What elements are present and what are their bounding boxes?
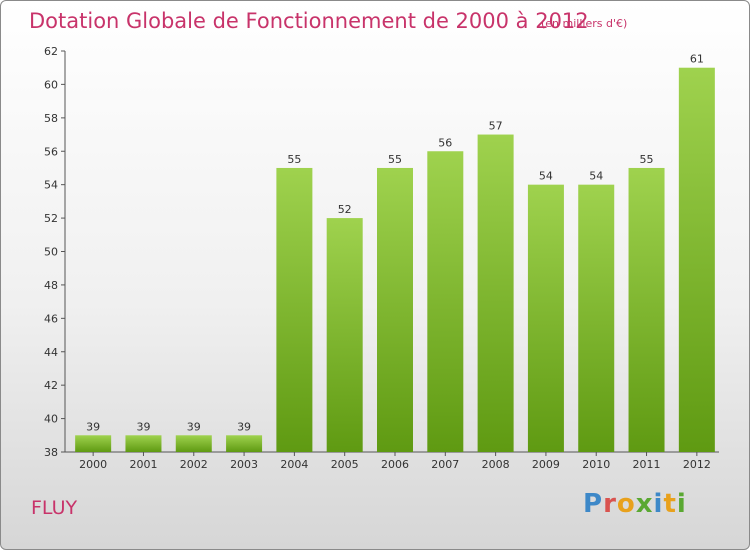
x-tick-label: 2011 <box>633 458 661 471</box>
bar-2007 <box>427 151 464 452</box>
bar-2004 <box>276 167 313 453</box>
bar-value-label: 39 <box>237 420 251 433</box>
logo-letter: r <box>603 489 617 519</box>
x-tick-label: 2001 <box>129 458 157 471</box>
x-tick-label: 2004 <box>280 458 308 471</box>
bar-value-label: 56 <box>438 136 452 149</box>
x-tick-label: 2002 <box>180 458 208 471</box>
bar-2012 <box>678 67 715 452</box>
bars <box>75 67 715 453</box>
logo-letter: x <box>635 489 654 519</box>
chart-title: Dotation Globale de Fonctionnement de 20… <box>29 9 589 33</box>
bar-value-label: 52 <box>338 203 352 216</box>
bar-value-label: 39 <box>86 420 100 433</box>
logo-letter: P <box>583 489 604 519</box>
bar-2009 <box>527 184 564 452</box>
value-labels: 39 39 39 39 55 52 55 56 57 54 54 55 61 <box>86 53 704 434</box>
bar-value-label: 55 <box>287 153 301 166</box>
x-tick-label: 2010 <box>582 458 610 471</box>
y-tick-label: 62 <box>44 45 58 58</box>
y-tick-label: 52 <box>44 212 58 225</box>
y-tick-label: 56 <box>44 145 58 158</box>
y-tick-label: 40 <box>44 413 58 426</box>
x-tick-label: 2000 <box>79 458 107 471</box>
bar-value-label: 57 <box>489 120 503 133</box>
bar-value-label: 54 <box>539 170 553 183</box>
bar-2006 <box>377 167 413 453</box>
bar-2001 <box>125 435 162 452</box>
y-tick-label: 60 <box>44 78 58 91</box>
bar-2000 <box>75 435 112 452</box>
y-tick-label: 44 <box>44 346 58 359</box>
bar-value-label: 55 <box>388 153 402 166</box>
x-tick-label: 2012 <box>683 458 711 471</box>
bar-value-label: 39 <box>187 420 201 433</box>
y-tick-label: 42 <box>44 379 58 392</box>
y-tick-label: 38 <box>44 446 58 459</box>
bar-2003 <box>226 435 263 452</box>
y-tick-label: 58 <box>44 112 58 125</box>
y-tick-label: 50 <box>44 246 58 259</box>
x-tick-label: 2009 <box>532 458 560 471</box>
y-tick-label: 54 <box>44 179 58 192</box>
bar-2008 <box>477 134 514 452</box>
x-tick-label: 2006 <box>381 458 409 471</box>
proxiti-logo[interactable]: Proxiti <box>583 489 687 519</box>
logo-letter: i <box>653 489 664 519</box>
bar-value-label: 54 <box>589 170 603 183</box>
x-tick-label: 2007 <box>431 458 459 471</box>
axes: 38 40 42 44 46 48 50 52 54 56 58 60 62 2000 2001 2002 20… <box>44 45 719 471</box>
logo-letter: t <box>663 489 677 519</box>
logo-letter: o <box>616 489 636 519</box>
bar-value-label: 55 <box>640 153 654 166</box>
x-tick-label: 2005 <box>331 458 359 471</box>
bar-2002 <box>175 435 212 452</box>
y-tick-label: 46 <box>44 312 58 325</box>
chart-subtitle: (en milliers d'€) <box>541 17 628 30</box>
bar-value-label: 39 <box>136 420 150 433</box>
y-tick-label: 48 <box>44 279 58 292</box>
commune-name: FLUY <box>31 497 78 519</box>
bar-2010 <box>578 184 615 452</box>
bar-2005 <box>326 218 363 452</box>
x-tick-label: 2003 <box>230 458 258 471</box>
x-tick-label: 2008 <box>482 458 510 471</box>
logo-letter: i <box>676 489 687 519</box>
bar-value-label: 61 <box>690 53 704 66</box>
bar-2011 <box>628 167 665 453</box>
